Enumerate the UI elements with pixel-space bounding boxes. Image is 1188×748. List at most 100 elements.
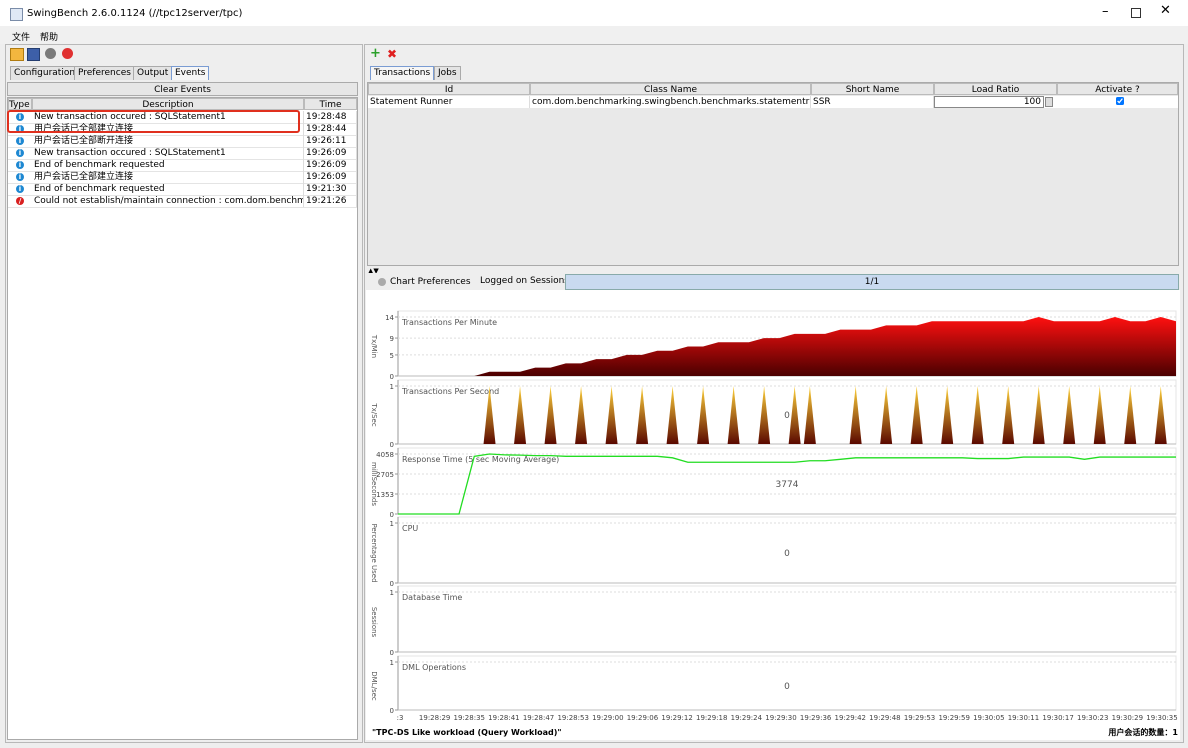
tps-spike xyxy=(1063,386,1076,444)
error-icon: / xyxy=(16,197,24,205)
y-axis-label: DML/sec xyxy=(370,671,378,701)
menu-item[interactable]: 帮助 xyxy=(40,33,59,43)
tps-spike xyxy=(1032,386,1045,444)
tab[interactable]: Output xyxy=(133,66,173,80)
remove-icon[interactable]: ✖ xyxy=(387,47,398,61)
divider-arrows: ▲▼ xyxy=(368,267,379,275)
x-tick-label: 19:30:11 xyxy=(1008,714,1039,722)
plot-area xyxy=(397,379,1177,445)
transaction-row[interactable]: Statement Runner com.dom.benchmarking.swi… xyxy=(368,96,1178,108)
tab[interactable]: Preferences xyxy=(74,66,135,80)
y-tick-label: 5 xyxy=(390,352,394,360)
column-header: Time xyxy=(304,98,357,110)
y-tick-label: 2705 xyxy=(376,471,394,479)
y-tick-label: 0 xyxy=(390,511,394,519)
event-row[interactable]: i New transaction occured : SQLStatement1… xyxy=(8,147,357,160)
footer-sessions: 用户会话的数量：1 xyxy=(1107,727,1178,737)
x-tick-label: 19:29:24 xyxy=(731,714,763,722)
tab[interactable]: Jobs xyxy=(434,66,461,80)
stop-icon[interactable] xyxy=(62,48,73,59)
tps-spike xyxy=(803,386,816,444)
close-button[interactable]: ✕ xyxy=(1160,3,1171,18)
sessions-progress: 1/1 xyxy=(565,274,1179,290)
column-header: Class Name xyxy=(530,83,811,95)
event-row[interactable]: i 用户会话已全部建立连接 19:26:09 xyxy=(8,171,357,184)
chart-preferences-button[interactable]: Chart Preferences xyxy=(390,277,471,287)
column-header: Load Ratio xyxy=(934,83,1057,95)
minimize-button[interactable]: – xyxy=(1102,4,1109,19)
event-time: 19:26:09 xyxy=(304,159,357,171)
tps-spike xyxy=(483,386,496,444)
activate-checkbox[interactable] xyxy=(1116,97,1124,105)
event-time: 19:28:48 xyxy=(304,111,357,123)
x-tick-label: 19:29:00 xyxy=(592,714,623,722)
event-time: 19:21:26 xyxy=(304,195,357,207)
spinner-buttons[interactable] xyxy=(1045,97,1053,107)
tps-spike xyxy=(1154,386,1167,444)
plot-area xyxy=(397,447,1177,515)
info-icon: i xyxy=(16,113,24,121)
x-tick-label: 19:30:23 xyxy=(1077,714,1108,722)
event-row[interactable]: i New transaction occured : SQLStatement1… xyxy=(8,111,357,124)
footer-workload: "TPC-DS Like workload (Query Workload)" xyxy=(372,728,562,737)
maximize-button[interactable] xyxy=(1131,8,1141,18)
event-row[interactable]: i 用户会话已全部建立连接 19:28:44 xyxy=(8,123,357,136)
tps-spike xyxy=(514,386,527,444)
tab[interactable]: Transactions xyxy=(370,66,435,80)
value-label: 0 xyxy=(784,682,790,692)
x-tick-label: 19:29:59 xyxy=(938,714,969,722)
sessions-label: Logged on Sessions xyxy=(480,276,569,286)
tab[interactable]: Events xyxy=(171,66,210,80)
add-icon[interactable]: + xyxy=(370,46,381,61)
clear-events-button[interactable]: Clear Events xyxy=(7,82,358,96)
column-header: Description xyxy=(32,98,304,110)
tps-spike xyxy=(636,386,649,444)
x-tick-label: 19:29:18 xyxy=(696,714,727,722)
info-icon: i xyxy=(16,185,24,193)
column-header: Id xyxy=(368,83,530,95)
column-header: Short Name xyxy=(811,83,934,95)
start-icon[interactable] xyxy=(45,48,56,59)
event-row[interactable]: i End of benchmark requested 19:26:09 xyxy=(8,159,357,172)
tps-spike xyxy=(849,386,862,444)
panel-title: Transactions Per Second xyxy=(401,387,499,396)
y-axis-label: milliSeconds xyxy=(370,462,378,506)
x-tick-label: 19:29:36 xyxy=(800,714,832,722)
tab[interactable]: Configuration xyxy=(10,66,80,80)
event-description: End of benchmark requested xyxy=(32,183,304,195)
load-ratio-spinner[interactable]: 100 xyxy=(934,96,1044,108)
x-tick-label: 19:29:06 xyxy=(627,714,659,722)
save-icon[interactable] xyxy=(27,48,40,61)
x-tick-label: 19:30:17 xyxy=(1042,714,1073,722)
y-axis-label: Sessions xyxy=(370,607,378,638)
value-label: 3774 xyxy=(776,480,799,490)
x-tick-label: 19:28:29 xyxy=(419,714,450,722)
event-time: 19:21:30 xyxy=(304,183,357,195)
open-icon[interactable] xyxy=(10,48,24,61)
column-header: Activate ? xyxy=(1057,83,1178,95)
tps-spike xyxy=(697,386,710,444)
event-row[interactable]: i 用户会话已全部断开连接 19:26:11 xyxy=(8,135,357,148)
tps-spike xyxy=(544,386,557,444)
y-tick-label: 0 xyxy=(390,707,394,715)
y-tick-label: 1 xyxy=(390,520,394,528)
chart-preferences-icon xyxy=(378,278,386,286)
tpm-area xyxy=(398,317,1176,376)
tps-spike xyxy=(727,386,740,444)
event-time: 19:28:44 xyxy=(304,123,357,135)
y-tick-label: 14 xyxy=(385,314,394,322)
event-description: New transaction occured : SQLStatement1 xyxy=(32,111,304,123)
tps-spike xyxy=(1124,386,1137,444)
plot-area xyxy=(397,585,1177,653)
event-row[interactable]: / Could not establish/maintain connection… xyxy=(8,195,357,208)
tps-spike xyxy=(941,386,954,444)
chart-toolbar: Chart Preferences Logged on Sessions 1/1 xyxy=(367,273,1179,290)
panel-title: Database Time xyxy=(402,593,462,602)
x-tick-label: 19:28:35 xyxy=(454,714,485,722)
event-row[interactable]: i End of benchmark requested 19:21:30 xyxy=(8,183,357,196)
menu-item[interactable]: 文件 xyxy=(12,33,31,43)
x-tick-label: 19:29:48 xyxy=(869,714,900,722)
x-tick-label: 19:28:41 xyxy=(488,714,519,722)
tps-spike xyxy=(575,386,588,444)
